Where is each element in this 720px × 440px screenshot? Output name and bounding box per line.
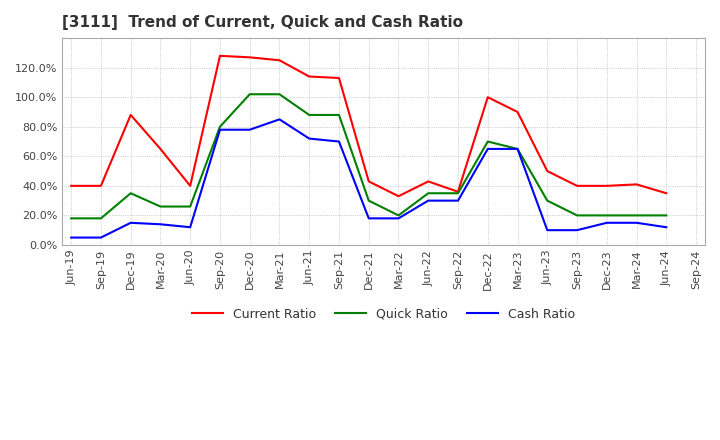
Cash Ratio [275, 117, 284, 122]
Cash Ratio [572, 227, 581, 233]
Current Ratio [632, 182, 641, 187]
Cash Ratio [632, 220, 641, 225]
Cash Ratio [513, 146, 522, 151]
Quick Ratio [215, 124, 224, 129]
Cash Ratio [335, 139, 343, 144]
Quick Ratio [275, 92, 284, 97]
Current Ratio [67, 183, 76, 188]
Current Ratio [186, 183, 194, 188]
Quick Ratio [483, 139, 492, 144]
Current Ratio [156, 146, 165, 151]
Quick Ratio [67, 216, 76, 221]
Quick Ratio [335, 112, 343, 117]
Quick Ratio [126, 191, 135, 196]
Cash Ratio [67, 235, 76, 240]
Cash Ratio [603, 220, 611, 225]
Current Ratio [483, 95, 492, 100]
Cash Ratio [454, 198, 462, 203]
Quick Ratio [305, 112, 313, 117]
Cash Ratio [305, 136, 313, 141]
Text: [3111]  Trend of Current, Quick and Cash Ratio: [3111] Trend of Current, Quick and Cash … [62, 15, 463, 30]
Current Ratio [246, 55, 254, 60]
Cash Ratio [364, 216, 373, 221]
Quick Ratio [454, 191, 462, 196]
Line: Quick Ratio: Quick Ratio [71, 94, 666, 218]
Quick Ratio [513, 146, 522, 151]
Current Ratio [424, 179, 433, 184]
Current Ratio [364, 179, 373, 184]
Current Ratio [394, 194, 402, 199]
Current Ratio [572, 183, 581, 188]
Cash Ratio [215, 127, 224, 132]
Quick Ratio [543, 198, 552, 203]
Quick Ratio [246, 92, 254, 97]
Cash Ratio [96, 235, 105, 240]
Cash Ratio [186, 224, 194, 230]
Current Ratio [543, 169, 552, 174]
Current Ratio [96, 183, 105, 188]
Quick Ratio [186, 204, 194, 209]
Quick Ratio [632, 213, 641, 218]
Cash Ratio [156, 222, 165, 227]
Current Ratio [513, 110, 522, 115]
Cash Ratio [246, 127, 254, 132]
Cash Ratio [424, 198, 433, 203]
Quick Ratio [662, 213, 670, 218]
Cash Ratio [126, 220, 135, 225]
Quick Ratio [364, 198, 373, 203]
Current Ratio [126, 112, 135, 117]
Current Ratio [603, 183, 611, 188]
Quick Ratio [96, 216, 105, 221]
Current Ratio [215, 53, 224, 59]
Quick Ratio [572, 213, 581, 218]
Quick Ratio [603, 213, 611, 218]
Current Ratio [275, 58, 284, 63]
Current Ratio [454, 189, 462, 194]
Quick Ratio [424, 191, 433, 196]
Cash Ratio [543, 227, 552, 233]
Current Ratio [305, 74, 313, 79]
Current Ratio [662, 191, 670, 196]
Cash Ratio [483, 146, 492, 151]
Current Ratio [335, 75, 343, 81]
Quick Ratio [394, 213, 402, 218]
Line: Current Ratio: Current Ratio [71, 56, 666, 196]
Line: Cash Ratio: Cash Ratio [71, 119, 666, 238]
Cash Ratio [394, 216, 402, 221]
Legend: Current Ratio, Quick Ratio, Cash Ratio: Current Ratio, Quick Ratio, Cash Ratio [187, 303, 580, 326]
Quick Ratio [156, 204, 165, 209]
Cash Ratio [662, 224, 670, 230]
